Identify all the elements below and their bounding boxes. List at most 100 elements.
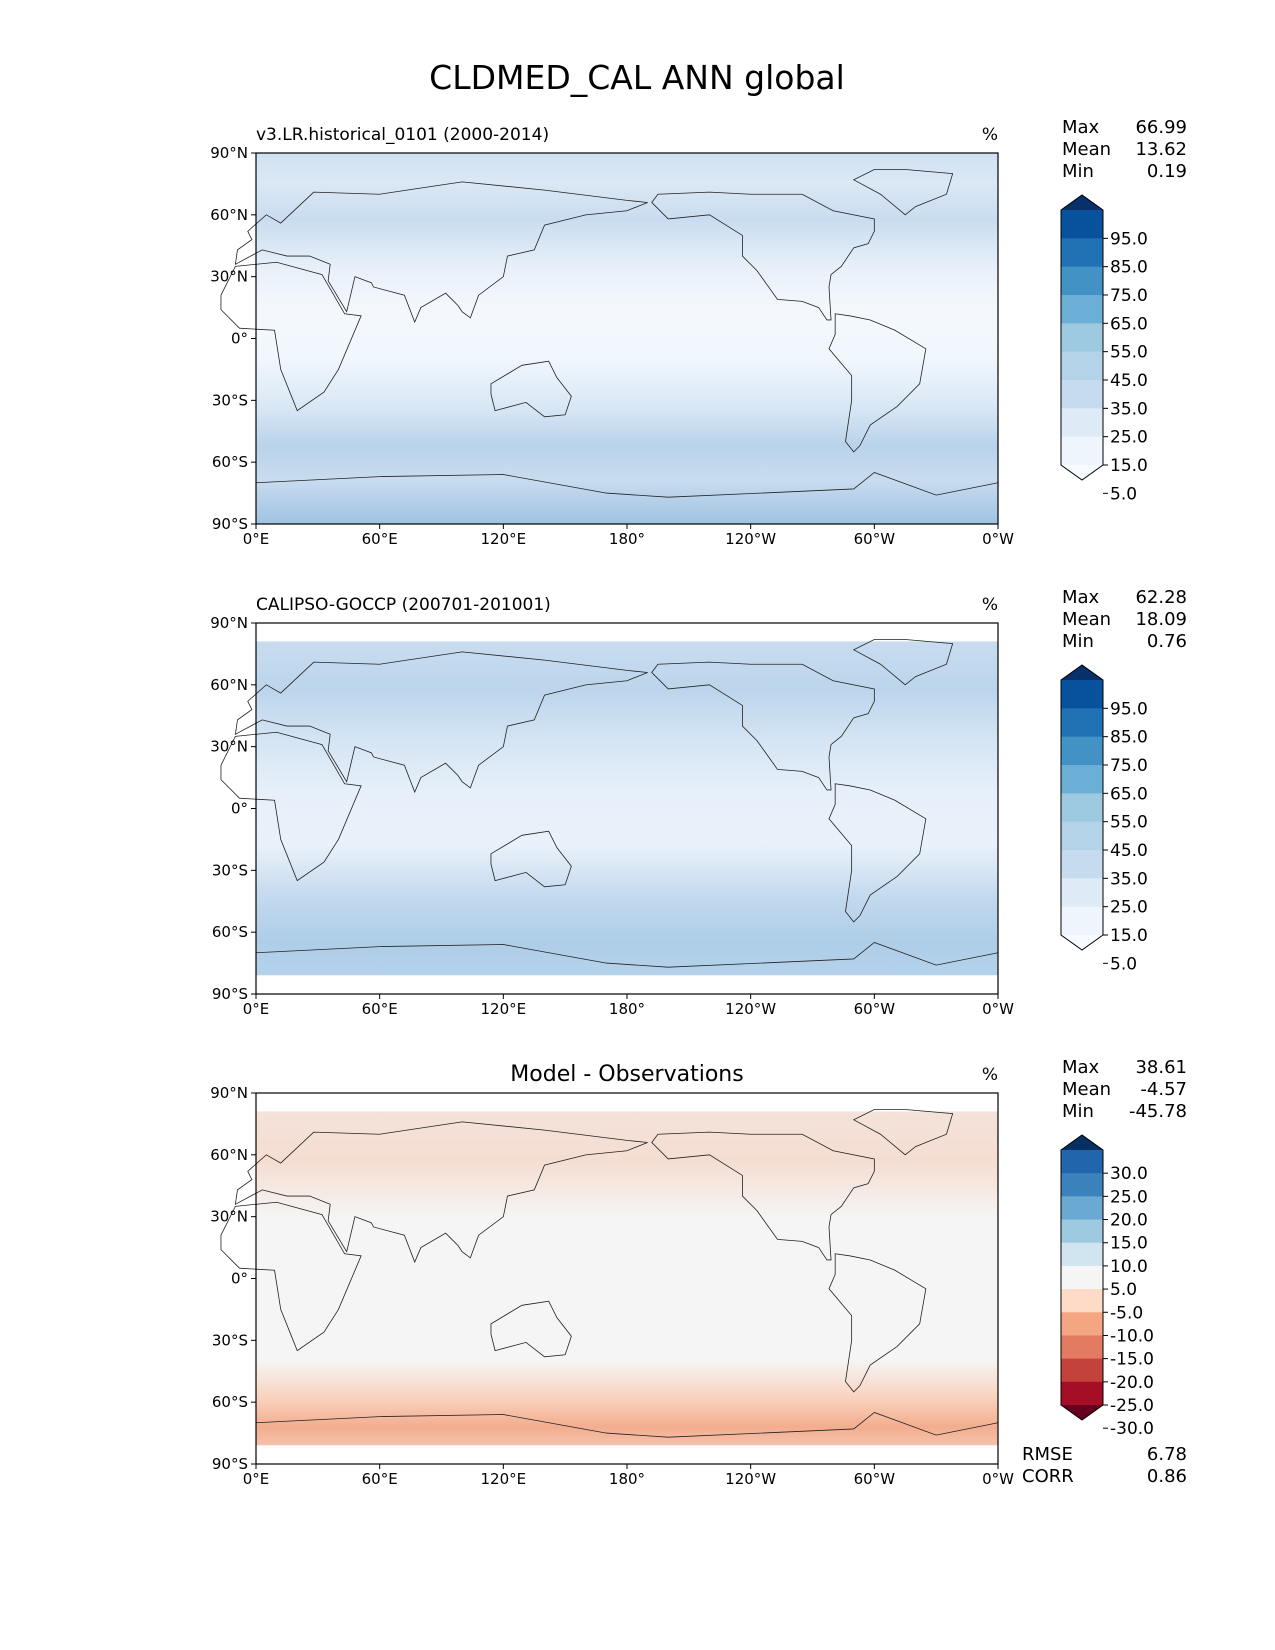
x-tick-label: 60°E — [362, 530, 398, 548]
colorbar-segment — [1061, 408, 1103, 438]
colorbar-segment — [1061, 1173, 1103, 1197]
colorbar-segment — [1061, 765, 1103, 794]
stat-label-max: Max — [1062, 117, 1100, 138]
colorbar-label: 55.0 — [1110, 343, 1148, 363]
panel-subtitle: CALIPSO-GOCCP (200701-201001) — [256, 595, 551, 615]
x-tick-label: 0°W — [982, 1000, 1014, 1018]
metric-label-corr: CORR — [1022, 1466, 1074, 1487]
colorbar-label: -30.0 — [1110, 1419, 1154, 1439]
colorbar-label: 25.0 — [1110, 1187, 1148, 1207]
colorbar-label: -5.0 — [1110, 1303, 1143, 1323]
y-tick-label: 60°N — [210, 206, 248, 224]
colorbar-label: 85.0 — [1110, 258, 1148, 278]
colorbar-label: 45.0 — [1110, 371, 1148, 391]
colorbar-segment — [1061, 680, 1103, 709]
coastline-6 — [852, 1109, 954, 1156]
coastline-antarctica — [255, 942, 999, 968]
colorbar-segment — [1061, 821, 1103, 851]
colorbar-label: 15.0 — [1110, 456, 1148, 476]
y-tick-label: 90°N — [210, 614, 248, 632]
units-label: % — [982, 1065, 998, 1085]
colorbar-extend-bottom — [1061, 465, 1103, 480]
colorbar-label: 75.0 — [1110, 756, 1148, 776]
stat-value-min: 0.76 — [1147, 631, 1187, 652]
coastline-5 — [490, 830, 572, 888]
x-tick-label: 0°E — [243, 1000, 270, 1018]
colorbar-label: 35.0 — [1110, 869, 1148, 889]
panel-subtitle: v3.LR.historical_0101 (2000-2014) — [256, 125, 549, 145]
colorbar-label: 10.0 — [1110, 1257, 1148, 1277]
x-tick-label: 120°W — [725, 1470, 776, 1488]
colorbar-segment — [1061, 238, 1103, 268]
colorbar-label: 25.0 — [1110, 898, 1148, 918]
y-tick-label: 30°N — [210, 738, 248, 756]
panel-3: 0°E 60°E 120°E 180° 120°W 60°W 0°W 90°N 60°N 30°N… — [210, 1057, 1187, 1488]
coastlines — [220, 639, 999, 968]
metric-value-rmse: 6.78 — [1147, 1444, 1187, 1465]
colorbar-label: 45.0 — [1110, 841, 1148, 861]
colorbar-segment — [1061, 1335, 1103, 1360]
coastline-3 — [651, 191, 875, 321]
coastline-3 — [651, 1131, 875, 1261]
coastline-2 — [234, 651, 648, 794]
coastline-6 — [852, 639, 954, 686]
colorbar-label: 15.0 — [1110, 1234, 1148, 1254]
x-tick-label: 180° — [609, 1470, 645, 1488]
colorbar-label: 5.0 — [1110, 954, 1137, 974]
y-tick-label: 30°S — [212, 1331, 248, 1349]
y-tick-label: 60°N — [210, 1146, 248, 1164]
x-tick-label: 180° — [609, 1000, 645, 1018]
colorbar-extend-bottom — [1061, 1405, 1103, 1420]
colorbar-segment — [1061, 1289, 1103, 1313]
map-field — [256, 623, 998, 994]
coastline-5 — [490, 360, 572, 418]
y-tick-label: 30°N — [210, 268, 248, 286]
y-tick-label: 30°N — [210, 1208, 248, 1226]
colorbar-label: 65.0 — [1110, 784, 1148, 804]
coastline-6 — [852, 169, 954, 216]
stat-label-min: Min — [1062, 1101, 1094, 1122]
stat-label-mean: Mean — [1062, 139, 1111, 160]
y-tick-label: 0° — [231, 330, 248, 348]
stat-value-min: -45.78 — [1129, 1101, 1187, 1122]
x-tick-label: 120°E — [481, 530, 527, 548]
x-tick-label: 120°E — [481, 1000, 527, 1018]
colorbar-segment — [1061, 266, 1103, 296]
metric-value-corr: 0.86 — [1147, 1466, 1187, 1487]
colorbar-extend-top — [1061, 195, 1103, 210]
coastline-1 — [220, 261, 362, 412]
colorbar-segment — [1061, 1358, 1103, 1383]
x-tick-label: 60°E — [362, 1000, 398, 1018]
y-tick-label: 90°S — [212, 515, 248, 533]
coastlines — [220, 169, 999, 498]
colorbar-label: 5.0 — [1110, 484, 1137, 504]
stat-value-mean: 13.62 — [1135, 139, 1187, 160]
colorbar-label: 35.0 — [1110, 399, 1148, 419]
stat-value-min: 0.19 — [1147, 161, 1187, 182]
coastline-3 — [651, 661, 875, 791]
coastline-5 — [490, 1300, 572, 1358]
colorbar-label: 85.0 — [1110, 728, 1148, 748]
y-tick-label: 90°N — [210, 144, 248, 162]
colorbar-segment — [1061, 323, 1103, 353]
colorbar-segment — [1061, 793, 1103, 823]
colorbar: 30.0 25.0 20.0 15.0 10.0 5.0 -5.0 -10.0 -15.0 -20… — [1060, 1134, 1154, 1439]
y-tick-label: 60°S — [212, 923, 248, 941]
colorbar-segment — [1061, 1312, 1103, 1336]
coastline-antarctica — [255, 472, 999, 498]
colorbar-label: 95.0 — [1110, 229, 1148, 249]
metric-label-rmse: RMSE — [1022, 1444, 1073, 1465]
stat-label-min: Min — [1062, 631, 1094, 652]
panel-1: 0°E 60°E 120°E 180° 120°W 60°W 0°W 90°N 60°N 30°N… — [210, 117, 1187, 548]
x-tick-label: 60°W — [854, 1470, 896, 1488]
coastline-antarctica — [255, 1412, 999, 1438]
coastline-4 — [828, 313, 927, 453]
stat-value-max: 66.99 — [1135, 117, 1187, 138]
colorbar-segment — [1061, 380, 1103, 409]
stat-value-max: 38.61 — [1135, 1057, 1187, 1078]
coastline-4 — [828, 783, 927, 923]
colorbar-extend-top — [1061, 665, 1103, 680]
coastline-2 — [234, 1121, 648, 1264]
y-tick-label: 30°S — [212, 391, 248, 409]
y-tick-label: 60°S — [212, 453, 248, 471]
